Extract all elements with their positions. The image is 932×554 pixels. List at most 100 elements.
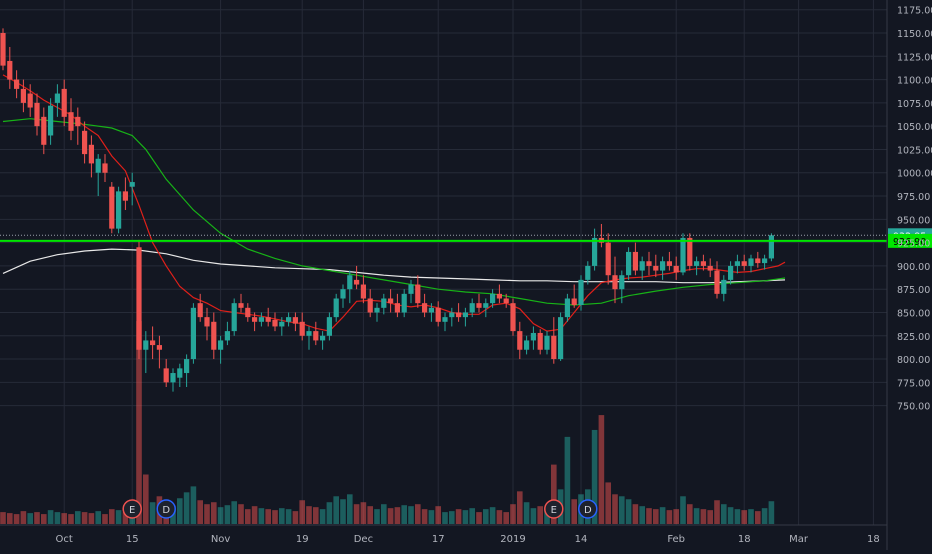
x-tick-label: Oct: [56, 534, 73, 545]
candle-body: [544, 335, 550, 350]
volume-bar: [469, 508, 475, 524]
candle-body: [388, 298, 394, 304]
candle-body: [673, 265, 679, 273]
candle-body: [741, 261, 747, 266]
candle-body: [490, 293, 496, 304]
y-tick-label: 825.00: [897, 332, 930, 343]
x-tick-label: Mar: [789, 534, 809, 545]
volume-bar: [34, 512, 40, 524]
candle-body: [646, 261, 652, 266]
candle-body: [299, 321, 305, 336]
volume-bar: [54, 512, 61, 524]
volume-bar: [476, 512, 482, 524]
volume-bar: [149, 502, 156, 524]
candle-body: [660, 261, 666, 271]
volume-bar: [299, 500, 305, 524]
event-marker-circle: [122, 499, 142, 519]
volume-bar: [238, 504, 244, 524]
candle-body: [653, 265, 659, 271]
volume-bar: [714, 500, 720, 524]
volume-bar: [7, 513, 13, 524]
volume-bar: [197, 500, 203, 524]
candle-body: [68, 112, 74, 131]
volume-bar: [653, 509, 659, 524]
volume-bar: [700, 509, 707, 524]
y-tick-label: 875.00: [897, 285, 930, 296]
volume-bar: [680, 496, 686, 524]
candle-body: [354, 279, 360, 285]
candle-body: [190, 307, 196, 360]
candle-body: [265, 317, 271, 322]
dividend-marker[interactable]: D: [578, 499, 598, 519]
candle-body: [150, 340, 156, 346]
volume-bar: [605, 482, 611, 524]
y-tick-label: 775.00: [897, 378, 930, 389]
candlesticks: [0, 28, 774, 392]
candle-body: [558, 317, 564, 360]
volume-bar: [483, 509, 489, 524]
candle-body: [238, 303, 244, 308]
candle-body: [578, 279, 584, 306]
x-tick-label: 19: [296, 534, 309, 545]
candle-body: [462, 312, 468, 318]
volume-bar: [306, 506, 312, 524]
candle-body: [626, 251, 632, 276]
volume-bar: [81, 512, 88, 524]
volume-bar: [115, 510, 122, 524]
candle-body: [224, 331, 230, 341]
event-marker-circle: [156, 499, 176, 519]
y-tick-label: 1100.00: [897, 76, 932, 87]
candle-body: [483, 303, 489, 308]
event-marker-label: D: [584, 505, 592, 516]
candle-body: [14, 79, 20, 89]
earnings-marker[interactable]: E: [544, 499, 564, 519]
candle-body: [122, 191, 128, 201]
event-marker-circle: [544, 499, 564, 519]
y-tick-label: 800.00: [897, 355, 930, 366]
volume-bar: [183, 492, 190, 524]
y-tick-label: 900.00: [897, 262, 930, 273]
candle-body: [714, 270, 720, 294]
candle-body: [619, 275, 625, 290]
candle-body: [428, 307, 434, 313]
volume-bar: [326, 502, 333, 524]
candle-body: [707, 265, 713, 271]
earnings-marker[interactable]: E: [122, 499, 142, 519]
candle-body: [163, 368, 169, 383]
candle-body: [320, 335, 326, 341]
dividend-marker[interactable]: D: [156, 499, 176, 519]
y-tick-label: 750.00: [897, 402, 930, 413]
volume-bar: [421, 509, 428, 524]
candle-body: [258, 317, 264, 322]
y-tick-label: 1050.00: [897, 122, 932, 133]
volume-bar: [632, 504, 639, 524]
candle-body: [177, 368, 183, 378]
candle-body: [347, 275, 353, 290]
volume-bar: [61, 513, 67, 524]
volume-bar: [666, 510, 673, 524]
candle-body: [694, 261, 700, 266]
candle-body: [252, 317, 258, 322]
candle-body: [524, 340, 530, 350]
volume-bar: [136, 321, 142, 524]
y-tick-label: 1025.00: [897, 145, 932, 156]
volume-bar: [748, 509, 754, 524]
candle-body: [82, 130, 88, 155]
volume-bar: [353, 504, 360, 524]
y-tick-label: 1000.00: [897, 169, 932, 180]
candle-body: [184, 359, 190, 374]
volume-bar: [659, 507, 666, 524]
volume-bar: [517, 491, 523, 524]
volume-bar: [496, 510, 503, 524]
event-marker-label: D: [162, 505, 170, 516]
y-tick-label: 1075.00: [897, 99, 932, 110]
candle-body: [48, 105, 54, 136]
candle-body: [41, 116, 47, 145]
volume-bar: [333, 496, 339, 524]
candle-body: [700, 261, 706, 266]
candle-body: [748, 258, 754, 266]
